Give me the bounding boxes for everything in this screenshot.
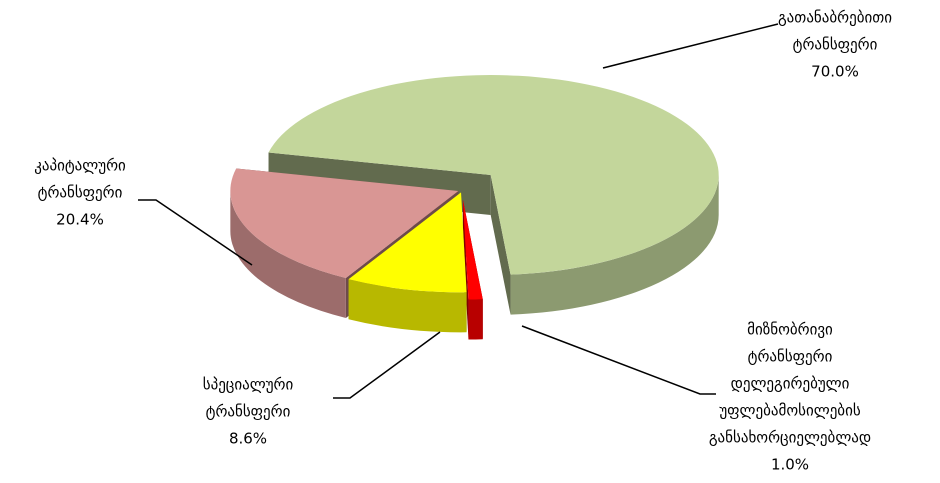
slice-side	[348, 279, 467, 333]
leader-line	[602, 23, 779, 69]
category-label: დელეგირებული	[731, 375, 850, 393]
slice	[230, 168, 459, 278]
slice-side	[230, 190, 346, 318]
category-label: მიზნობრივი	[747, 321, 833, 339]
value-label: 20.4%	[56, 211, 104, 229]
category-label: გათანაბრებითი	[778, 9, 892, 27]
slice	[462, 199, 483, 300]
leader-line	[521, 325, 716, 395]
category-label: ტრანსფერი	[38, 184, 123, 202]
value-label: 8.6%	[229, 430, 267, 448]
slice-wall	[490, 175, 511, 315]
slice-wall	[462, 199, 469, 340]
category-label: სპეციალური	[203, 376, 294, 394]
category-label: ტრანსფერი	[748, 348, 833, 366]
slice	[348, 192, 467, 293]
category-label: განსახორციელებლად	[709, 429, 871, 447]
category-label: კაპიტალური	[34, 157, 126, 175]
value-label: 70.0%	[811, 63, 859, 81]
slice-side	[468, 299, 483, 340]
category-label: ტრანსფერი	[206, 403, 291, 421]
leader-line	[138, 199, 253, 266]
slice	[268, 75, 719, 275]
leader-line	[333, 331, 441, 399]
category-label: ტრანსფერი	[793, 36, 878, 54]
value-label: 1.0%	[771, 456, 809, 474]
category-label: უფლებამოსილების	[719, 402, 861, 420]
slice-side	[510, 175, 719, 315]
